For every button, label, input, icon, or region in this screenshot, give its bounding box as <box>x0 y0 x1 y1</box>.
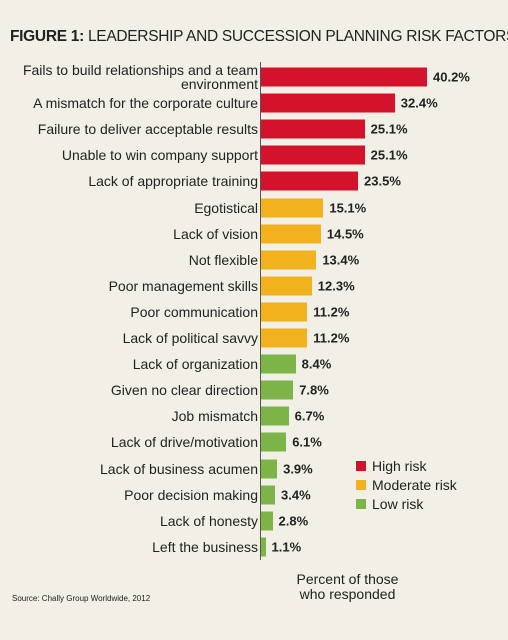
chart-title: LEADERSHIP AND SUCCESSION PLANNING RISK … <box>87 28 508 45</box>
value-label: 15.1% <box>329 200 367 215</box>
value-label: 11.2% <box>313 330 350 346</box>
category-label: Poor communication <box>130 303 258 320</box>
bar <box>261 198 324 217</box>
bar <box>261 250 317 270</box>
bar <box>261 171 359 191</box>
value-label: 25.1% <box>370 121 408 137</box>
value-label: 12.3% <box>317 278 355 294</box>
category-label: Unable to win company support <box>61 147 258 164</box>
x-axis-label: Percent of those who responded <box>296 571 399 602</box>
bar <box>261 145 365 165</box>
category-label: Left the business <box>152 538 258 555</box>
bar <box>261 432 287 452</box>
category-label: Given no clear direction <box>110 382 258 399</box>
legend-swatch <box>356 480 366 490</box>
bar <box>261 224 321 244</box>
category-label: Lack of drive/motivation <box>110 434 258 451</box>
bar <box>261 328 308 348</box>
legend-swatch <box>356 461 366 471</box>
value-label: 13.4% <box>322 252 360 268</box>
category-label: A mismatch for the corporate culture <box>33 95 258 112</box>
legend-swatch <box>356 499 366 509</box>
legend-label: Moderate risk <box>372 477 457 493</box>
legend-label: High risk <box>372 458 427 474</box>
category-label: Lack of political savvy <box>122 330 258 346</box>
value-label: 2.8% <box>278 513 309 529</box>
bar <box>261 511 273 531</box>
value-label: 40.2% <box>433 69 470 85</box>
category-label: Job mismatch <box>171 408 258 425</box>
value-label: 25.1% <box>370 147 408 163</box>
category-label: Failure to deliver acceptable results <box>37 121 258 138</box>
bar <box>261 537 266 557</box>
bar <box>261 67 427 87</box>
value-label: 11.2% <box>313 304 350 320</box>
category-label: Lack of business acumen <box>100 460 258 477</box>
source: Source: Chally Group Worldwide, 2012 <box>12 594 151 603</box>
bar <box>261 406 289 426</box>
value-label: 8.4% <box>301 356 332 372</box>
category-label: Poor management skills <box>108 277 258 294</box>
value-label: 1.1% <box>271 539 302 555</box>
category-label: Lack of vision <box>173 225 258 242</box>
bar <box>261 380 294 400</box>
value-label: 7.8% <box>299 382 329 398</box>
bar <box>261 302 308 322</box>
bar <box>261 485 276 505</box>
value-label: 23.5% <box>364 173 401 189</box>
value-label: 6.7% <box>294 408 325 424</box>
value-label: 6.1% <box>292 434 322 450</box>
axis-line <box>260 62 261 560</box>
bar <box>261 119 365 139</box>
value-label: 32.4% <box>400 95 438 111</box>
bar <box>261 354 296 374</box>
bar <box>261 93 395 113</box>
category-label: Egotistical <box>194 199 258 216</box>
figure-label: FIGURE 1: <box>10 28 84 45</box>
category-label: Not flexible <box>188 251 258 268</box>
category-label: Poor decision making <box>124 486 258 503</box>
value-label: 14.5% <box>326 226 364 242</box>
bar <box>261 276 312 296</box>
chart-title-block: FIGURE 1: LEADERSHIP AND SUCCESSION PLAN… <box>10 28 508 46</box>
category-label: Lack of honesty <box>159 512 258 529</box>
value-label: 3.9% <box>283 461 313 476</box>
category-label: Lack of appropriate training <box>88 173 258 190</box>
value-label: 3.4% <box>281 487 311 503</box>
legend-label: Low risk <box>372 496 424 512</box>
category-label: Fails to build relationships and a team … <box>22 62 258 92</box>
bar <box>261 459 278 478</box>
category-label: Lack of organization <box>132 356 258 373</box>
